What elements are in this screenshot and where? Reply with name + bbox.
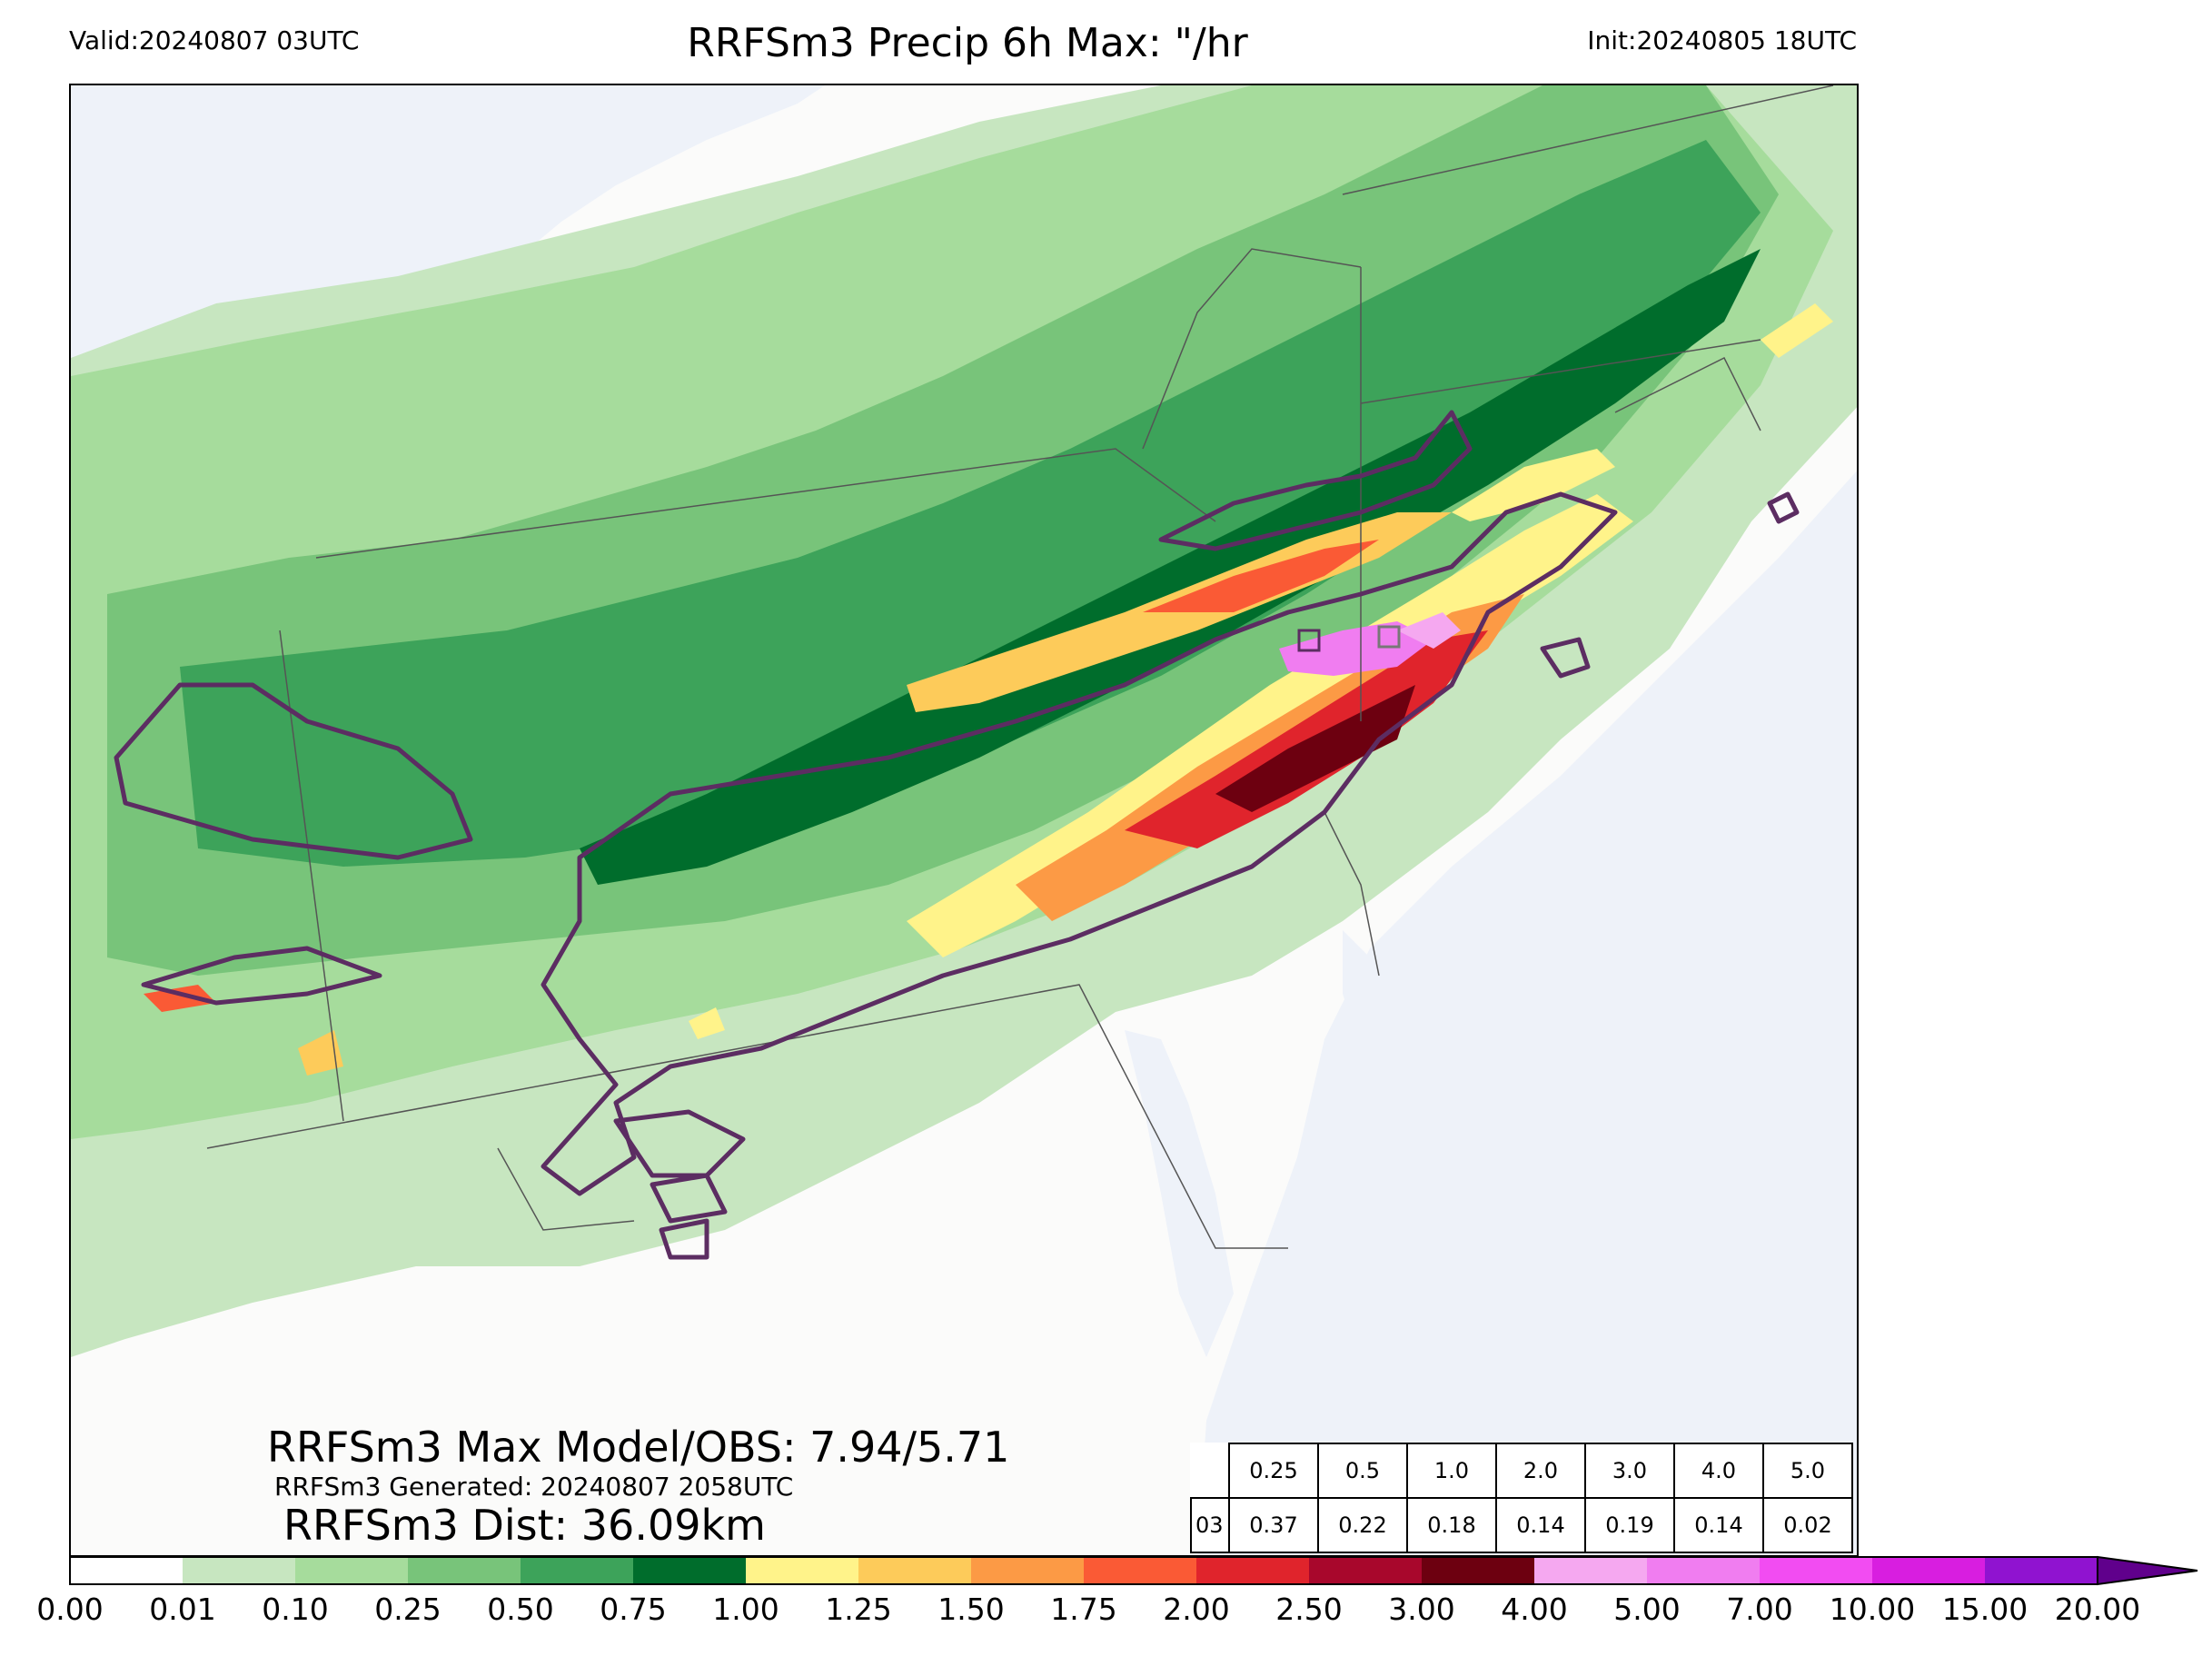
generated-time-label: RRFSm3 Generated: 20240807 2058UTC xyxy=(274,1472,794,1502)
colorbar-tick-label: 0.25 xyxy=(374,1592,441,1627)
delaware-bay xyxy=(1343,930,1397,1048)
threshold-header-row: 0.25 0.5 1.0 2.0 3.0 4.0 5.0 xyxy=(1191,1443,1853,1499)
colorbar-outline xyxy=(69,1556,2098,1585)
obs-contours xyxy=(114,410,1800,1260)
colorbar-segment xyxy=(1985,1557,2098,1584)
colorbar-tick-label: 3.00 xyxy=(1388,1592,1455,1627)
precip-cell-sw xyxy=(298,1030,343,1076)
colorbar-segment xyxy=(1872,1557,1985,1584)
colorbar-extend-arrow xyxy=(2097,1555,2198,1586)
colorbar-segment xyxy=(1422,1557,1534,1584)
colorbar-segment xyxy=(1196,1557,1309,1584)
threshold-cell: 4.0 xyxy=(1673,1443,1764,1499)
threshold-cell: 5.0 xyxy=(1762,1443,1853,1499)
precip-core-4.00-east xyxy=(1397,612,1461,649)
threshold-cell: 3.0 xyxy=(1584,1443,1675,1499)
colorbar-segment xyxy=(408,1557,521,1584)
chesapeake-bay xyxy=(1125,1030,1234,1357)
colorbar-tick-label: 1.50 xyxy=(937,1592,1005,1627)
threshold-value-row: 03 0.37 0.22 0.18 0.14 0.19 0.14 0.02 xyxy=(1190,1497,1853,1553)
colorbar-tick-label: 2.50 xyxy=(1275,1592,1343,1627)
value-cell: 0.14 xyxy=(1495,1497,1586,1553)
precip-band-0.50 xyxy=(180,140,1761,867)
colorbar-tick-label: 20.00 xyxy=(2054,1592,2141,1627)
precip-streak-ne xyxy=(1452,449,1615,521)
colorbar-tick-label: 15.00 xyxy=(1941,1592,2028,1627)
obs-max-marker xyxy=(1377,625,1401,649)
colorbar-tick-label: 0.00 xyxy=(36,1592,104,1627)
colorbar-segment xyxy=(1084,1557,1196,1584)
colorbar-segment xyxy=(1534,1557,1647,1584)
colorbar-tick-label: 7.00 xyxy=(1726,1592,1793,1627)
colorbar-segment xyxy=(1647,1557,1760,1584)
colorbar-tick-label: 2.00 xyxy=(1163,1592,1230,1627)
threshold-table: 0.25 0.5 1.0 2.0 3.0 4.0 5.0 03 0.37 0.2… xyxy=(1190,1443,1853,1553)
colorbar-segment xyxy=(858,1557,971,1584)
threshold-cell: 2.0 xyxy=(1495,1443,1586,1499)
colorbar-segment xyxy=(633,1557,746,1584)
precip-streak-north-red xyxy=(1143,540,1379,612)
value-cell: 0.14 xyxy=(1673,1497,1764,1553)
value-cell: 0.22 xyxy=(1317,1497,1408,1553)
colorbar-segment xyxy=(70,1557,183,1584)
colorbar-segment xyxy=(1309,1557,1422,1584)
colorbar-segment xyxy=(971,1557,1084,1584)
precip-band-0.75 xyxy=(580,249,1761,885)
value-cell: 0.02 xyxy=(1762,1497,1853,1553)
precip-core-3.00 xyxy=(1215,685,1415,812)
value-cell: 0.19 xyxy=(1584,1497,1675,1553)
colorbar-segment xyxy=(521,1557,633,1584)
colorbar-tick-label: 5.00 xyxy=(1613,1592,1681,1627)
atlantic-ocean xyxy=(1197,471,1857,1555)
colorbar xyxy=(69,1555,2198,1586)
colorbar-tick-label: 0.01 xyxy=(149,1592,216,1627)
row-label: 03 xyxy=(1190,1497,1230,1553)
valid-time-label: Valid:20240807 03UTC xyxy=(69,25,360,55)
colorbar-tick-label: 4.00 xyxy=(1501,1592,1568,1627)
colorbar-segment xyxy=(183,1557,295,1584)
model-max-marker xyxy=(1297,629,1321,652)
colorbar-segment xyxy=(1760,1557,1872,1584)
threshold-cell: 0.5 xyxy=(1317,1443,1408,1499)
distance-label: RRFSm3 Dist: 36.09km xyxy=(283,1501,766,1550)
precip-map[interactable] xyxy=(69,84,1859,1557)
colorbar-segment xyxy=(746,1557,858,1584)
colorbar-segment xyxy=(295,1557,408,1584)
chart-title: RRFSm3 Precip 6h Max: "/hr xyxy=(687,20,1248,66)
precip-cell-central xyxy=(689,1007,725,1039)
init-time-label: Init:20240805 18UTC xyxy=(1587,25,1857,55)
precip-core-4.00 xyxy=(1279,621,1433,676)
colorbar-tick-label: 0.75 xyxy=(600,1592,667,1627)
state-borders xyxy=(206,85,1834,1249)
colorbar-tick-label: 1.25 xyxy=(825,1592,892,1627)
colorbar-tick-label: 1.75 xyxy=(1050,1592,1117,1627)
value-cell: 0.37 xyxy=(1228,1497,1319,1553)
precip-streak-far-ne xyxy=(1761,303,1833,358)
colorbar-tick-label: 10.00 xyxy=(1829,1592,1916,1627)
value-cell: 0.18 xyxy=(1406,1497,1497,1553)
max-model-obs-label: RRFSm3 Max Model/OBS: 7.94/5.71 xyxy=(267,1423,1010,1472)
colorbar-tick-label: 0.50 xyxy=(487,1592,554,1627)
colorbar-tick-label: 0.10 xyxy=(262,1592,329,1627)
threshold-cell: 1.0 xyxy=(1406,1443,1497,1499)
colorbar-tick-label: 1.00 xyxy=(712,1592,779,1627)
threshold-cell: 0.25 xyxy=(1228,1443,1319,1499)
